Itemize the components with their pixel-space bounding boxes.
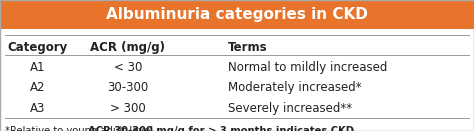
- Text: > 300: > 300: [110, 102, 146, 115]
- Text: Normal to mildly increased: Normal to mildly increased: [228, 61, 387, 74]
- Text: Albuminuria categories in CKD: Albuminuria categories in CKD: [106, 7, 368, 22]
- Text: 30-300: 30-300: [107, 81, 149, 94]
- Text: A3: A3: [30, 102, 46, 115]
- Text: Severely increased**: Severely increased**: [228, 102, 352, 115]
- Text: ACR 30-300 mg/g for > 3 months indicates CKD.: ACR 30-300 mg/g for > 3 months indicates…: [88, 126, 357, 131]
- Text: Terms: Terms: [228, 41, 267, 54]
- Text: < 30: < 30: [114, 61, 142, 74]
- Text: Category: Category: [8, 41, 68, 54]
- Text: Moderately increased*: Moderately increased*: [228, 81, 361, 94]
- Text: *Relative to young adult level.: *Relative to young adult level.: [5, 126, 163, 131]
- Text: ACR (mg/g): ACR (mg/g): [91, 41, 165, 54]
- Text: A1: A1: [30, 61, 46, 74]
- FancyBboxPatch shape: [0, 0, 474, 29]
- Text: A2: A2: [30, 81, 46, 94]
